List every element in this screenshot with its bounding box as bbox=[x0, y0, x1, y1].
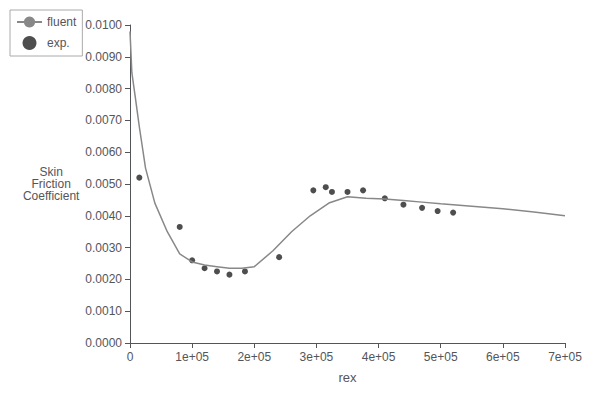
svg-text:2e+05: 2e+05 bbox=[237, 350, 271, 364]
svg-text:Coefficient: Coefficient bbox=[23, 189, 80, 203]
svg-text:7e+05: 7e+05 bbox=[548, 350, 582, 364]
svg-text:exp.: exp. bbox=[47, 36, 70, 50]
svg-text:5e+05: 5e+05 bbox=[424, 350, 458, 364]
svg-text:rex: rex bbox=[338, 370, 357, 385]
svg-text:0.0080: 0.0080 bbox=[85, 82, 122, 96]
svg-text:Friction: Friction bbox=[31, 177, 71, 191]
svg-text:0.0060: 0.0060 bbox=[85, 145, 122, 159]
svg-text:Skin: Skin bbox=[39, 165, 63, 179]
svg-text:0.0070: 0.0070 bbox=[85, 113, 122, 127]
svg-text:0: 0 bbox=[127, 350, 134, 364]
svg-text:0.0020: 0.0020 bbox=[85, 272, 122, 286]
svg-text:0.0000: 0.0000 bbox=[85, 336, 122, 350]
svg-text:1e+05: 1e+05 bbox=[175, 350, 209, 364]
svg-text:fluent: fluent bbox=[47, 15, 77, 29]
svg-text:3e+05: 3e+05 bbox=[300, 350, 334, 364]
svg-text:0.0050: 0.0050 bbox=[85, 177, 122, 191]
svg-text:6e+05: 6e+05 bbox=[486, 350, 520, 364]
svg-text:0.0030: 0.0030 bbox=[85, 241, 122, 255]
svg-text:0.0090: 0.0090 bbox=[85, 50, 122, 64]
svg-text:0.0010: 0.0010 bbox=[85, 304, 122, 318]
svg-text:0.0040: 0.0040 bbox=[85, 209, 122, 223]
svg-text:4e+05: 4e+05 bbox=[362, 350, 396, 364]
svg-text:0.0100: 0.0100 bbox=[85, 18, 122, 32]
